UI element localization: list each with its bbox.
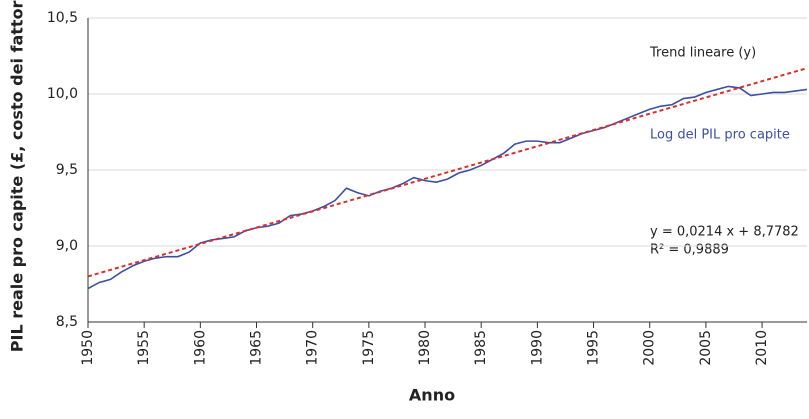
x-tick-label: 1975 xyxy=(361,330,377,366)
x-tick-label: 1980 xyxy=(417,330,433,366)
y-tick-label: 8,5 xyxy=(56,314,78,330)
y-tick-label: 9,0 xyxy=(56,238,78,254)
x-tick-label: 2000 xyxy=(642,330,658,366)
x-tick-label: 1990 xyxy=(529,330,545,366)
x-tick-label: 1970 xyxy=(305,330,321,366)
y-axis-title: PIL reale pro capite (£, costo dei fatto… xyxy=(8,0,27,352)
data-line xyxy=(87,85,808,290)
annotation: y = 0,0214 x + 8,7782 xyxy=(650,225,799,240)
x-tick-label: 1950 xyxy=(80,330,96,366)
legend-trend: Trend lineare (y) xyxy=(649,46,756,61)
y-tick-label: 10,0 xyxy=(47,86,78,102)
x-tick-label: 2010 xyxy=(754,330,770,366)
x-tick-label: 1995 xyxy=(586,330,602,366)
x-tick-label: 1985 xyxy=(473,330,489,366)
x-tick-label: 1960 xyxy=(192,330,208,366)
x-axis-title: Anno xyxy=(409,386,455,405)
x-tick-label: 1965 xyxy=(249,330,265,366)
trend-line xyxy=(87,67,808,278)
y-tick-label: 9,5 xyxy=(56,162,78,178)
y-tick-label: 10,5 xyxy=(47,10,78,26)
x-tick-label: 1955 xyxy=(136,330,152,366)
annotation: R² = 0,9889 xyxy=(650,243,729,258)
x-tick-label: 2005 xyxy=(698,330,714,366)
legend-gdp: Log del PIL pro capite xyxy=(650,128,790,143)
